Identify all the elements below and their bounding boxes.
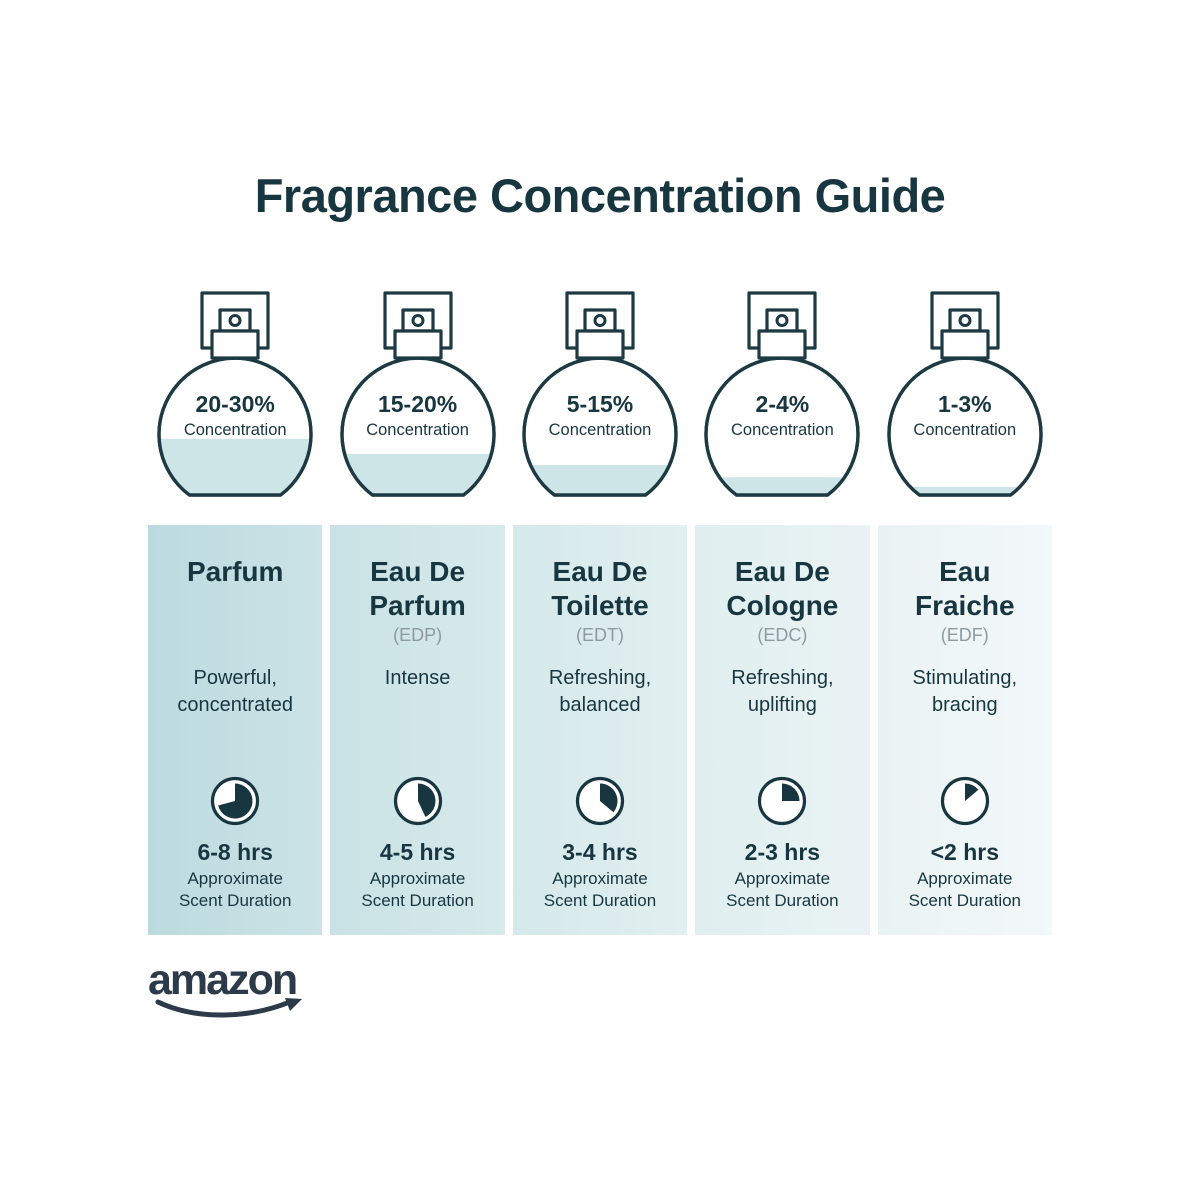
liquid-fill xyxy=(341,453,494,495)
bottle-figure-eau-fraiche: 1-3% Concentration xyxy=(878,291,1052,505)
product-name: Eau Fraiche xyxy=(914,556,1015,621)
liquid-fill xyxy=(706,477,859,495)
bottle-collar xyxy=(392,329,443,360)
bottle-collar xyxy=(575,329,625,360)
product-abbr xyxy=(148,625,322,651)
perfume-bottle-icon xyxy=(522,291,678,497)
bottles-row: 20-30% Concentration 15-20% Concentratio… xyxy=(148,291,1052,505)
spray-nozzle-icon xyxy=(593,314,607,327)
product-description: Stimulating, bracing xyxy=(912,667,1018,716)
bottle-figure-eau-de-parfum: 15-20% Concentration xyxy=(330,291,504,505)
product-name: Eau De Cologne xyxy=(726,556,839,621)
amazon-logo: amazon xyxy=(148,958,348,1028)
perfume-bottle-icon xyxy=(887,291,1043,497)
column-card-parfum: Parfum Powerful, concentrated 6-8 hrs Ap… xyxy=(148,525,323,935)
page-title: Fragrance Concentration Guide xyxy=(254,169,946,222)
liquid-fill xyxy=(159,438,312,495)
clock-icon xyxy=(393,776,442,826)
liquid-fill xyxy=(888,486,1041,495)
product-abbr: (EDT) xyxy=(575,625,624,645)
duration-caption: Approximate Scent Duration xyxy=(361,869,474,910)
columns-row: Parfum Powerful, concentrated 6-8 hrs Ap… xyxy=(148,525,1052,935)
spray-nozzle-icon xyxy=(411,314,425,327)
column-card-eau-fraiche: Eau Fraiche (EDF) Stimulating, bracing <… xyxy=(877,525,1052,935)
duration-label: 4-5 hrs xyxy=(379,839,456,865)
clock-icon xyxy=(940,776,989,826)
duration-caption: Approximate Scent Duration xyxy=(908,869,1022,910)
bottle-collar xyxy=(940,329,990,360)
bottle-figure-parfum: 20-30% Concentration xyxy=(148,291,322,505)
clock-icon xyxy=(211,776,260,826)
column-card-eau-de-parfum: Eau De Parfum (EDP) Intense 4-5 hrs Appr… xyxy=(330,525,505,935)
bottle-figure-eau-de-toilette: 5-15% Concentration xyxy=(513,291,687,505)
column-card-eau-de-cologne: Eau De Cologne (EDC) Refreshing, uplifti… xyxy=(695,525,870,935)
spray-nozzle-icon xyxy=(775,314,789,327)
amazon-logo-text: amazon xyxy=(148,956,298,1004)
product-description: Refreshing, balanced xyxy=(548,667,652,716)
duration-label: 3-4 hrs xyxy=(562,839,638,865)
spray-nozzle-icon xyxy=(958,314,972,327)
duration-caption: Approximate Scent Duration xyxy=(726,869,839,910)
perfume-bottle-icon xyxy=(157,291,313,497)
clock-icon xyxy=(758,776,807,826)
product-name: Eau De Toilette xyxy=(551,556,649,621)
product-abbr: (EDP) xyxy=(393,625,443,645)
product-description: Refreshing, uplifting xyxy=(731,667,834,716)
product-description: Powerful, concentrated xyxy=(177,667,294,716)
duration-label: <2 hrs xyxy=(930,839,999,865)
duration-caption: Approximate Scent Duration xyxy=(178,869,292,910)
product-abbr: (EDF) xyxy=(940,625,989,645)
duration-label: 6-8 hrs xyxy=(197,839,273,865)
product-name: Eau De Parfum xyxy=(369,556,466,621)
column-card-eau-de-toilette: Eau De Toilette (EDT) Refreshing, balanc… xyxy=(512,525,688,935)
bottle-figure-eau-de-cologne: 2-4% Concentration xyxy=(695,291,869,505)
bottle-collar xyxy=(757,329,807,360)
duration-caption: Approximate Scent Duration xyxy=(543,869,657,910)
amazon-smile-arrow-icon xyxy=(155,998,302,1018)
duration-label: 2-3 hrs xyxy=(744,839,821,865)
bottle-collar xyxy=(210,329,260,360)
perfume-bottle-icon xyxy=(704,291,861,497)
perfume-bottle-icon xyxy=(339,291,496,497)
clock-icon xyxy=(575,776,625,826)
spray-nozzle-icon xyxy=(228,314,242,327)
product-description: Intense xyxy=(384,667,451,689)
product-name: Parfum xyxy=(186,556,284,587)
product-abbr: (EDC) xyxy=(757,625,808,645)
